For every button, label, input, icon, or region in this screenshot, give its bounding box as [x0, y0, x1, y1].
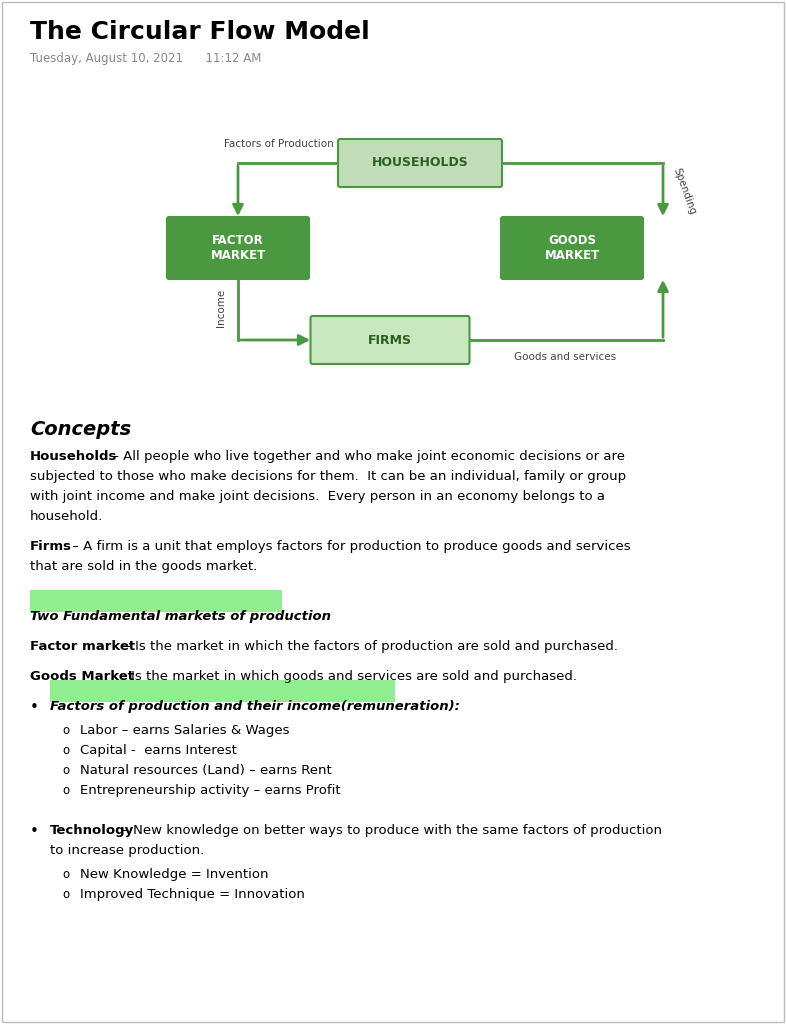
Text: FACTOR
MARKET: FACTOR MARKET	[211, 234, 266, 262]
FancyBboxPatch shape	[310, 316, 469, 364]
Text: o: o	[62, 868, 69, 881]
FancyBboxPatch shape	[50, 680, 395, 702]
Text: o: o	[62, 764, 69, 777]
Text: Labor – earns Salaries & Wages: Labor – earns Salaries & Wages	[80, 724, 289, 737]
Text: Technology: Technology	[50, 824, 134, 837]
FancyBboxPatch shape	[167, 217, 309, 279]
FancyBboxPatch shape	[30, 590, 281, 612]
Text: to increase production.: to increase production.	[50, 844, 204, 857]
Text: Income: Income	[216, 289, 226, 327]
Text: o: o	[62, 888, 69, 901]
Text: – All people who live together and who make joint economic decisions or are: – All people who live together and who m…	[108, 450, 625, 463]
Text: household.: household.	[30, 510, 103, 523]
Text: Goods Market: Goods Market	[30, 670, 134, 683]
Text: Capital -  earns Interest: Capital - earns Interest	[80, 744, 237, 757]
Text: Factor market: Factor market	[30, 640, 135, 653]
Text: HOUSEHOLDS: HOUSEHOLDS	[372, 157, 468, 170]
Text: Goods and services: Goods and services	[514, 352, 616, 362]
Text: – Is the market in which the factors of production are sold and purchased.: – Is the market in which the factors of …	[120, 640, 618, 653]
Text: The Circular Flow Model: The Circular Flow Model	[30, 20, 369, 44]
Text: Factors of Production: Factors of Production	[224, 139, 334, 150]
Text: Improved Technique = Innovation: Improved Technique = Innovation	[80, 888, 305, 901]
Text: – Is the market in which goods and services are sold and purchased.: – Is the market in which goods and servi…	[116, 670, 577, 683]
Text: Firms: Firms	[30, 540, 72, 553]
Text: – A firm is a unit that employs factors for production to produce goods and serv: – A firm is a unit that employs factors …	[68, 540, 630, 553]
Text: Concepts: Concepts	[30, 420, 131, 439]
Text: subjected to those who make decisions for them.  It can be an individual, family: subjected to those who make decisions fo…	[30, 470, 626, 483]
Text: FIRMS: FIRMS	[368, 334, 412, 346]
Text: Natural resources (Land) – earns Rent: Natural resources (Land) – earns Rent	[80, 764, 332, 777]
Text: o: o	[62, 744, 69, 757]
FancyBboxPatch shape	[501, 217, 643, 279]
Text: Two Fundamental markets of production: Two Fundamental markets of production	[30, 610, 331, 623]
Text: Entrepreneurship activity – earns Profit: Entrepreneurship activity – earns Profit	[80, 784, 340, 797]
Text: o: o	[62, 784, 69, 797]
Text: – New knowledge on better ways to produce with the same factors of production: – New knowledge on better ways to produc…	[118, 824, 662, 837]
Text: GOODS
MARKET: GOODS MARKET	[545, 234, 600, 262]
Text: Households: Households	[30, 450, 117, 463]
FancyBboxPatch shape	[338, 139, 502, 187]
Text: with joint income and make joint decisions.  Every person in an economy belongs : with joint income and make joint decisio…	[30, 490, 605, 503]
Text: that are sold in the goods market.: that are sold in the goods market.	[30, 560, 257, 573]
Text: o: o	[62, 724, 69, 737]
Text: •: •	[30, 700, 39, 715]
Text: Tuesday, August 10, 2021      11:12 AM: Tuesday, August 10, 2021 11:12 AM	[30, 52, 262, 65]
Text: Spending: Spending	[671, 166, 697, 216]
Text: •: •	[30, 824, 39, 839]
Text: New Knowledge = Invention: New Knowledge = Invention	[80, 868, 269, 881]
Text: Factors of production and their income(remuneration):: Factors of production and their income(r…	[50, 700, 460, 713]
